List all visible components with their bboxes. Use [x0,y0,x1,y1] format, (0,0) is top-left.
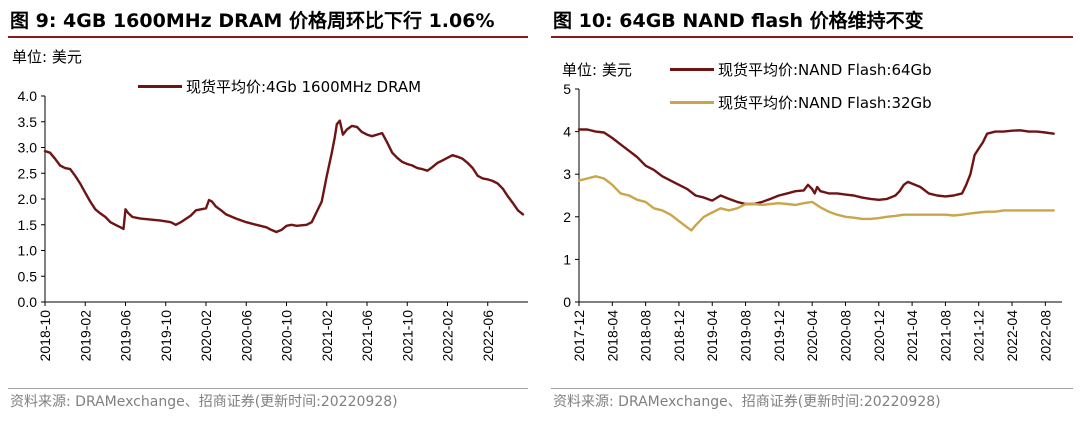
fig10-x-tick-label: 2020-04 [804,310,820,362]
fig10-x-tick-label: 2018-04 [604,310,620,362]
fig10-y-tick-label: 5 [563,81,571,97]
fig9-y-tick-label: 4.0 [18,88,38,104]
fig10-title-rule [551,36,1073,38]
fig10-legend-label-64gb: 现货平均价:NAND Flash:64Gb [718,61,932,79]
fig10-y-tick-label: 4 [563,124,571,140]
fig10-x-tick-label: 2022-04 [1004,310,1020,362]
fig9-x-tick-label: 2021-10 [399,310,415,362]
fig10-x-tick-label: 2019-04 [704,310,720,362]
fig10-x-tick-label: 2022-08 [1037,310,1053,362]
fig10-x-tick-label: 2021-08 [937,310,953,362]
fig10-legend-32gb: 现货平均价:NAND Flash:32Gb [670,92,932,113]
fig10-x-tick-label: 2019-12 [771,310,787,362]
fig9-source: 资料来源: DRAMexchange、招商证券(更新时间:20220928) [10,394,398,410]
fig10-series-line-0 [577,128,1055,206]
fig9-series-line-0 [43,119,525,234]
fig10-series-line-1 [577,175,1055,232]
fig10-x-tick-label: 2018-08 [638,310,654,362]
fig9-legend-swatch [138,85,182,88]
fig10-x-tick-label: 2020-12 [871,310,887,362]
fig9-y-tick-label: 1.0 [18,243,38,259]
fig9-x-tick-label: 2019-06 [118,310,134,362]
fig9-y-tick-label: 1.5 [18,217,38,233]
fig10-x-tick-label: 2021-04 [904,310,920,362]
fig9-legend: 现货平均价:4Gb 1600MHz DRAM [138,76,421,97]
fig10-x-tick-label: 2017-12 [571,310,587,362]
fig9-x-tick-label: 2021-06 [359,310,375,362]
fig10-x-tick-label: 2019-08 [738,310,754,362]
fig10-y-tick-label: 3 [563,166,571,182]
fig9-x-tick-label: 2020-02 [198,310,214,362]
fig9-y-tick-label: 2.0 [18,191,38,207]
fig10-y-tick-label: 1 [563,251,571,267]
fig9-y-tick-label: 3.5 [18,114,38,130]
fig10-title: 图 10: 64GB NAND flash 价格维持不变 [553,10,924,32]
fig9-x-tick-label: 2019-10 [158,310,174,362]
fig10-legend-swatch-64gb [670,68,714,71]
fig10-legend-64gb: 现货平均价:NAND Flash:64Gb [670,59,932,80]
fig9-y-tick-label: 0.5 [18,268,38,284]
fig9-x-tick-label: 2018-10 [37,310,53,362]
fig9-x-tick-label: 2022-02 [440,310,456,362]
fig10-x-tick-label: 2018-12 [671,310,687,362]
fig10-y-tick-label: 0 [563,294,571,310]
fig10-unit-label: 单位: 美元 [562,61,632,79]
fig10-legend-swatch-32gb [670,101,714,104]
fig10-legend-label-32gb: 现货平均价:NAND Flash:32Gb [718,94,932,112]
fig10-y-tick-label: 2 [563,209,571,225]
fig10-x-tick-label: 2020-08 [837,310,853,362]
fig9-y-tick-label: 2.5 [18,165,38,181]
fig9-x-tick-label: 2021-02 [319,310,335,362]
fig9-x-tick-label: 2020-06 [238,310,254,362]
fig10-source-rule [551,388,1073,389]
fig9-x-tick-label: 2019-02 [77,310,93,362]
fig10-source: 资料来源: DRAMexchange、招商证券(更新时间:20220928) [553,394,941,410]
fig9-source-rule [8,388,528,389]
fig9-unit-label: 单位: 美元 [12,48,82,66]
fig9-x-tick-label: 2022-06 [480,310,496,362]
fig9-y-tick-label: 3.0 [18,140,38,156]
fig9-y-tick-label: 0.0 [18,294,38,310]
fig10-x-tick-label: 2021-12 [971,310,987,362]
fig9-legend-label: 现货平均价:4Gb 1600MHz DRAM [186,78,422,96]
fig9-title-rule [8,36,528,38]
fig9-x-tick-label: 2020-10 [279,310,295,362]
fig9-title: 图 9: 4GB 1600MHz DRAM 价格周环比下行 1.06% [10,10,495,32]
